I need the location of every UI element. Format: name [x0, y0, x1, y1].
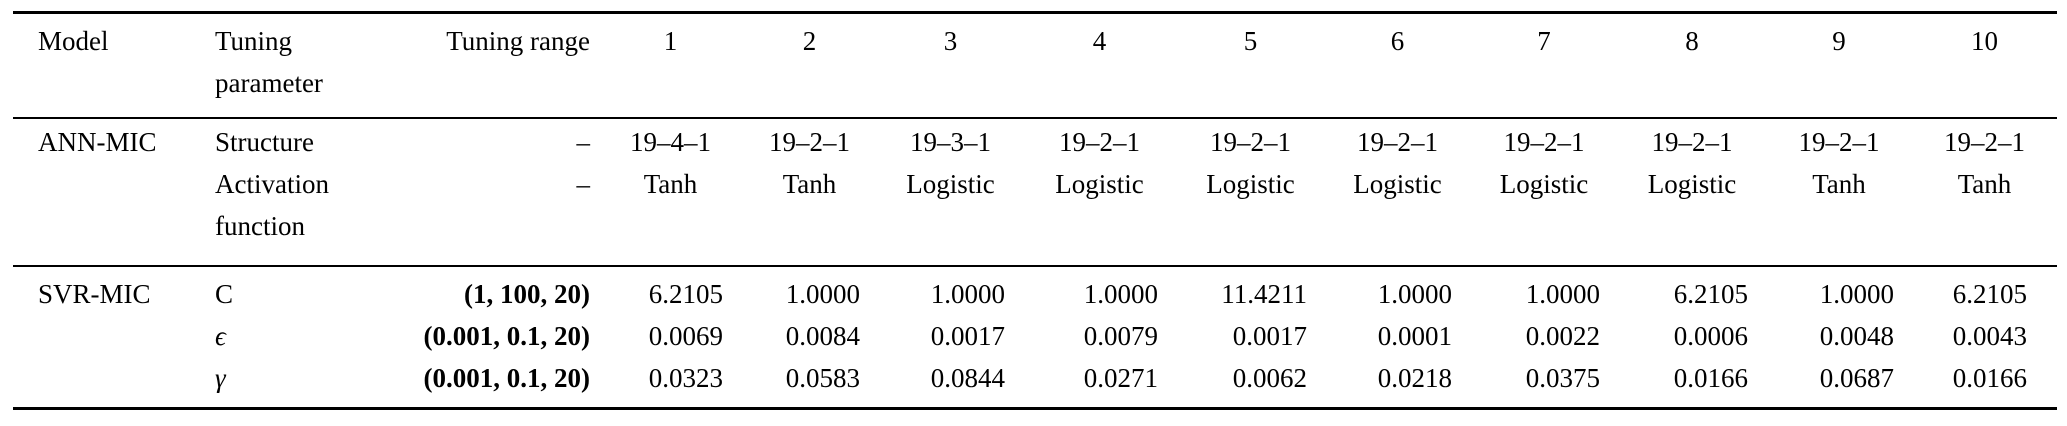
header-run-2: 2: [802, 26, 817, 56]
header-tuning-parameter-line1: Tuning: [215, 26, 293, 56]
svr-values-run-9: 1.0000 0.0048 0.0687: [1766, 265, 1912, 409]
svr-values-run-10: 6.2105 0.0043 0.0166: [1912, 265, 2057, 409]
header-run-4: 4: [1092, 26, 1107, 56]
svr-parameter-epsilon: ϵ: [215, 321, 226, 351]
ann-parameter-cell: Structure Activation function: [200, 117, 415, 266]
header-run-7: 7: [1537, 26, 1551, 56]
svr-values-run-4: 1.0000 0.0079 0.0271: [1023, 265, 1176, 409]
svr-model-label: SVR-MIC: [38, 279, 151, 309]
header-tuning-range-cell: Tuning range: [415, 13, 600, 119]
svr-model-cell: SVR-MIC: [13, 265, 200, 409]
svr-values-run-8: 6.2105 0.0006 0.0166: [1618, 265, 1766, 409]
svr-range-epsilon: (0.001, 0.1, 20): [423, 321, 590, 351]
svr-range-c: (1, 100, 20): [464, 279, 590, 309]
svr-values-run-2: 1.0000 0.0084 0.0583: [741, 265, 878, 409]
ann-mic-row-group: ANN-MIC Structure Activation function – …: [13, 117, 2057, 266]
ann-structure-range-dash: –: [576, 127, 591, 157]
paper-table-figure: Model Tuning parameter Tuning range 1 2 …: [0, 11, 2067, 426]
ann-values-run-2: 19–2–1 Tanh: [741, 117, 878, 266]
svr-values-run-3: 1.0000 0.0017 0.0844: [878, 265, 1023, 409]
ann-values-run-4: 19–2–1 Logistic: [1023, 117, 1176, 266]
svr-parameter-gamma: γ: [215, 363, 226, 393]
table-header-row: Model Tuning parameter Tuning range 1 2 …: [13, 13, 2057, 119]
ann-values-run-6: 19–2–1 Logistic: [1325, 117, 1470, 266]
header-run-8: 8: [1685, 26, 1699, 56]
svr-values-run-1: 6.2105 0.0069 0.0323: [600, 265, 741, 409]
ann-values-run-9: 19–2–1 Tanh: [1766, 117, 1912, 266]
ann-values-run-1: 19–4–1 Tanh: [600, 117, 741, 266]
svr-values-run-5: 11.4211 0.0017 0.0062: [1176, 265, 1325, 409]
ann-range-cell: – –: [415, 117, 600, 266]
svr-values-run-7: 1.0000 0.0022 0.0375: [1470, 265, 1618, 409]
header-model-cell: Model: [13, 13, 200, 119]
header-run-9: 9: [1832, 26, 1846, 56]
header-tuning-parameter-line2: parameter: [215, 68, 323, 98]
ann-values-run-7: 19–2–1 Logistic: [1470, 117, 1618, 266]
header-run-3: 3: [943, 26, 958, 56]
ann-activation-range-dash: –: [576, 169, 591, 199]
ann-parameter-activation-line2: function: [215, 211, 305, 241]
ann-values-run-5: 19–2–1 Logistic: [1176, 117, 1325, 266]
svr-values-run-6: 1.0000 0.0001 0.0218: [1325, 265, 1470, 409]
header-run-10: 10: [1971, 26, 1998, 56]
header-model-label: Model: [38, 26, 109, 56]
ann-values-run-10: 19–2–1 Tanh: [1912, 117, 2057, 266]
header-tuning-range-label: Tuning range: [446, 26, 590, 56]
header-tuning-parameter-cell: Tuning parameter: [200, 13, 415, 119]
svr-parameter-cell: C ϵ γ: [200, 265, 415, 409]
svr-range-gamma: (0.001, 0.1, 20): [423, 363, 590, 393]
header-run-5: 5: [1243, 26, 1258, 56]
ann-parameter-structure: Structure: [215, 127, 314, 157]
svr-parameter-c: C: [215, 279, 234, 309]
header-run-1: 1: [663, 26, 678, 56]
svr-mic-row-group: SVR-MIC C ϵ γ (1, 100, 20) (0.001, 0.1, …: [13, 265, 2057, 409]
model-tuning-parameters-table: Model Tuning parameter Tuning range 1 2 …: [13, 11, 2057, 410]
ann-values-run-8: 19–2–1 Logistic: [1618, 117, 1766, 266]
ann-parameter-activation-line1: Activation: [215, 169, 329, 199]
ann-values-run-3: 19–3–1 Logistic: [878, 117, 1023, 266]
header-run-6: 6: [1390, 26, 1405, 56]
ann-model-label: ANN-MIC: [38, 127, 157, 157]
svr-range-cell: (1, 100, 20) (0.001, 0.1, 20) (0.001, 0.…: [415, 265, 600, 409]
ann-model-cell: ANN-MIC: [13, 117, 200, 266]
